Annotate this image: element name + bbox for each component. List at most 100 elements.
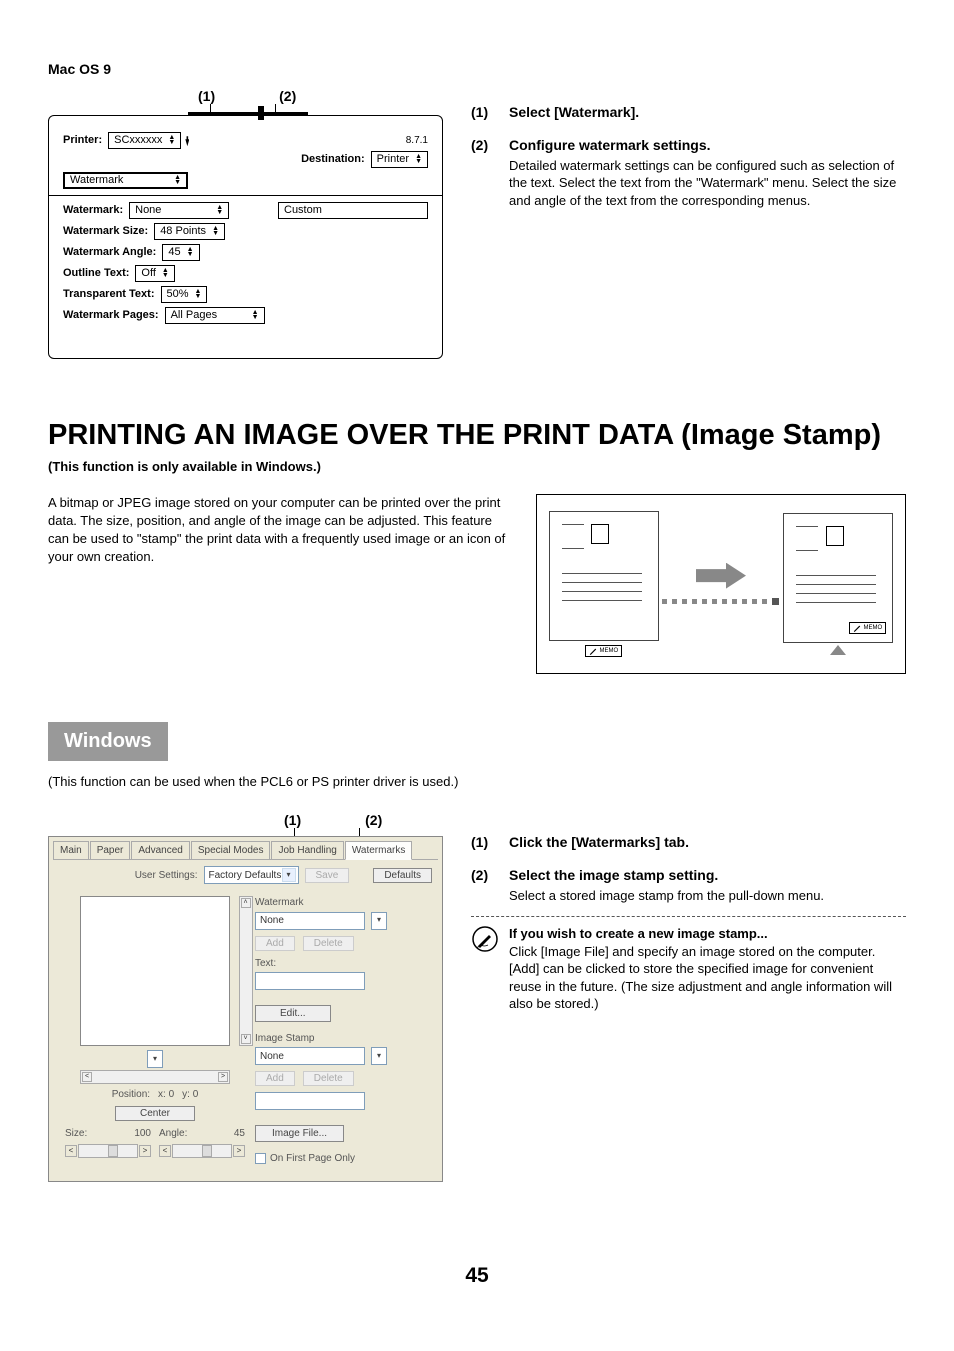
delete-button[interactable]: Delete [303, 936, 354, 951]
callout-line [275, 104, 276, 112]
callout-line [359, 828, 360, 836]
checkbox-icon [255, 1153, 266, 1164]
updown-icon: ▲▼ [195, 289, 202, 299]
section-heading: PRINTING AN IMAGE OVER THE PRINT DATA (I… [48, 419, 906, 452]
mac-pages-label: Watermark Pages: [63, 308, 159, 323]
doc-after: MEMO [783, 513, 893, 643]
step-title: Select [Watermark]. [509, 103, 906, 122]
mac-transp-value: 50% [167, 287, 189, 302]
slider-left-icon[interactable]: ˂ [159, 1145, 171, 1157]
usersettings-label: User Settings: [106, 869, 198, 883]
mac-transp-label: Transparent Text: [63, 287, 155, 302]
mac-pages-select[interactable]: All Pages ▲▼ [165, 307, 265, 324]
mac-outline-select[interactable]: Off ▲▼ [135, 265, 174, 282]
tab-job-handling[interactable]: Job Handling [271, 841, 343, 860]
chevron-down-icon: ▾ [372, 1049, 386, 1063]
mac-size-value: 48 Points [160, 224, 206, 239]
win-tabs: Main Paper Advanced Special Modes Job Ha… [53, 841, 438, 861]
updown-icon: ▲▼ [174, 175, 181, 185]
step-number: (2) [471, 866, 499, 904]
usersettings-combo[interactable]: Factory Defaults ▾ [204, 866, 299, 884]
watermark-dd[interactable]: ▾ [371, 912, 387, 930]
center-button[interactable]: Center [115, 1106, 195, 1121]
triangle-up-icon [830, 645, 846, 655]
preview-scroll-vertical[interactable]: ˄ ˅ [239, 896, 253, 1046]
save-button[interactable]: Save [305, 868, 350, 883]
edit-button[interactable]: Edit... [255, 1005, 331, 1022]
step-body-text: Detailed watermark settings can be confi… [509, 157, 906, 210]
section-body: A bitmap or JPEG image stored on your co… [48, 494, 508, 567]
mac-custom-select[interactable]: Custom [278, 202, 428, 219]
mac-printer-select[interactable]: SCxxxxxx ▲▼ [108, 132, 181, 149]
tab-main[interactable]: Main [53, 841, 89, 860]
mac-wm-label: Watermark: [63, 203, 123, 218]
scroll-down-icon[interactable]: ˅ [241, 1034, 251, 1044]
tab-watermarks[interactable]: Watermarks [345, 841, 413, 861]
mac-angle-value: 45 [168, 245, 180, 260]
defaults-button[interactable]: Defaults [373, 868, 432, 883]
add-button[interactable]: Add [255, 936, 295, 951]
step-title: Click the [Watermarks] tab. [509, 833, 906, 852]
image-stamp-combo[interactable]: None [255, 1047, 365, 1065]
pencil-icon [589, 647, 597, 655]
divider [49, 195, 442, 196]
mac-heading: Mac OS 9 [48, 60, 906, 79]
angle-value: 45 [234, 1127, 245, 1141]
preview-scroll-horizontal[interactable]: ˂ ˃ [80, 1070, 230, 1084]
section-subnote: (This function is only available in Wind… [48, 458, 906, 476]
tab-special-modes[interactable]: Special Modes [191, 841, 271, 860]
delete-button-2[interactable]: Delete [303, 1071, 354, 1086]
step-title: Select the image stamp setting. [509, 866, 906, 885]
page-number: 45 [48, 1262, 906, 1290]
image-stamp-path[interactable] [255, 1092, 365, 1110]
chevron-down-icon: ▾ [148, 1052, 162, 1066]
slider-right-icon[interactable]: ˃ [233, 1145, 245, 1157]
slider-left-icon[interactable]: ˂ [65, 1145, 77, 1157]
scroll-left-icon[interactable]: ˂ [82, 1072, 92, 1082]
mac-angle-label: Watermark Angle: [63, 245, 156, 260]
mac-dest-select[interactable]: Printer ▲▼ [371, 151, 428, 168]
chevron-down-icon: ▾ [282, 868, 296, 882]
position-x: x: 0 [158, 1088, 174, 1102]
memo-text: MEMO [599, 647, 618, 655]
mac-size-select[interactable]: 48 Points ▲▼ [154, 223, 225, 240]
scroll-up-icon[interactable]: ˄ [241, 898, 251, 908]
watermark-combo[interactable]: None [255, 912, 365, 930]
mac-transp-select[interactable]: 50% ▲▼ [161, 286, 208, 303]
position-y: y: 0 [182, 1088, 198, 1102]
preview-box [80, 896, 230, 1046]
first-page-checkbox[interactable]: On First Page Only [255, 1152, 426, 1166]
mac-outline-value: Off [141, 266, 155, 281]
tab-paper[interactable]: Paper [90, 841, 131, 860]
angle-slider[interactable]: ˂ ˃ [159, 1144, 245, 1158]
updown-icon: ▲▼ [168, 135, 175, 145]
zoom-combo[interactable]: ▾ [147, 1050, 163, 1068]
slider-right-icon[interactable]: ˃ [139, 1145, 151, 1157]
mac-angle-select[interactable]: 45 ▲▼ [162, 244, 199, 261]
mac-wm-value: None [135, 203, 161, 218]
step-number: (1) [471, 103, 499, 124]
add-button-2[interactable]: Add [255, 1071, 295, 1086]
note-title: If you wish to create a new image stamp.… [509, 925, 906, 943]
step-title: Configure watermark settings. [509, 136, 906, 155]
text-input[interactable] [255, 972, 365, 990]
step-body-text: Select a stored image stamp from the pul… [509, 887, 906, 905]
memo-text: MEMO [863, 624, 882, 632]
image-stamp-dd[interactable]: ▾ [371, 1047, 387, 1065]
mac-wm-select[interactable]: None ▲▼ [129, 202, 229, 219]
mac-printer-value: SCxxxxxx [114, 133, 162, 148]
mac-callout-1: (1) [198, 87, 215, 106]
memo-stamp-on-doc: MEMO [849, 622, 886, 634]
scroll-right-icon[interactable]: ˃ [218, 1072, 228, 1082]
updown-icon: ▲▼ [162, 268, 169, 278]
mac-dest-value: Printer [377, 152, 409, 167]
updown-icon: ▲▼ [415, 154, 422, 164]
updown-icon: ▲▼ [187, 247, 194, 257]
size-slider[interactable]: ˂ ˃ [65, 1144, 151, 1158]
mac-version: 8.7.1 [406, 134, 428, 148]
image-file-button[interactable]: Image File... [255, 1125, 344, 1142]
win-callout-1: (1) [284, 811, 301, 830]
note-body: Click [Image File] and specify an image … [509, 943, 906, 1013]
tab-advanced[interactable]: Advanced [131, 841, 189, 860]
mac-category-select[interactable]: Watermark ▲▼ [63, 172, 188, 189]
